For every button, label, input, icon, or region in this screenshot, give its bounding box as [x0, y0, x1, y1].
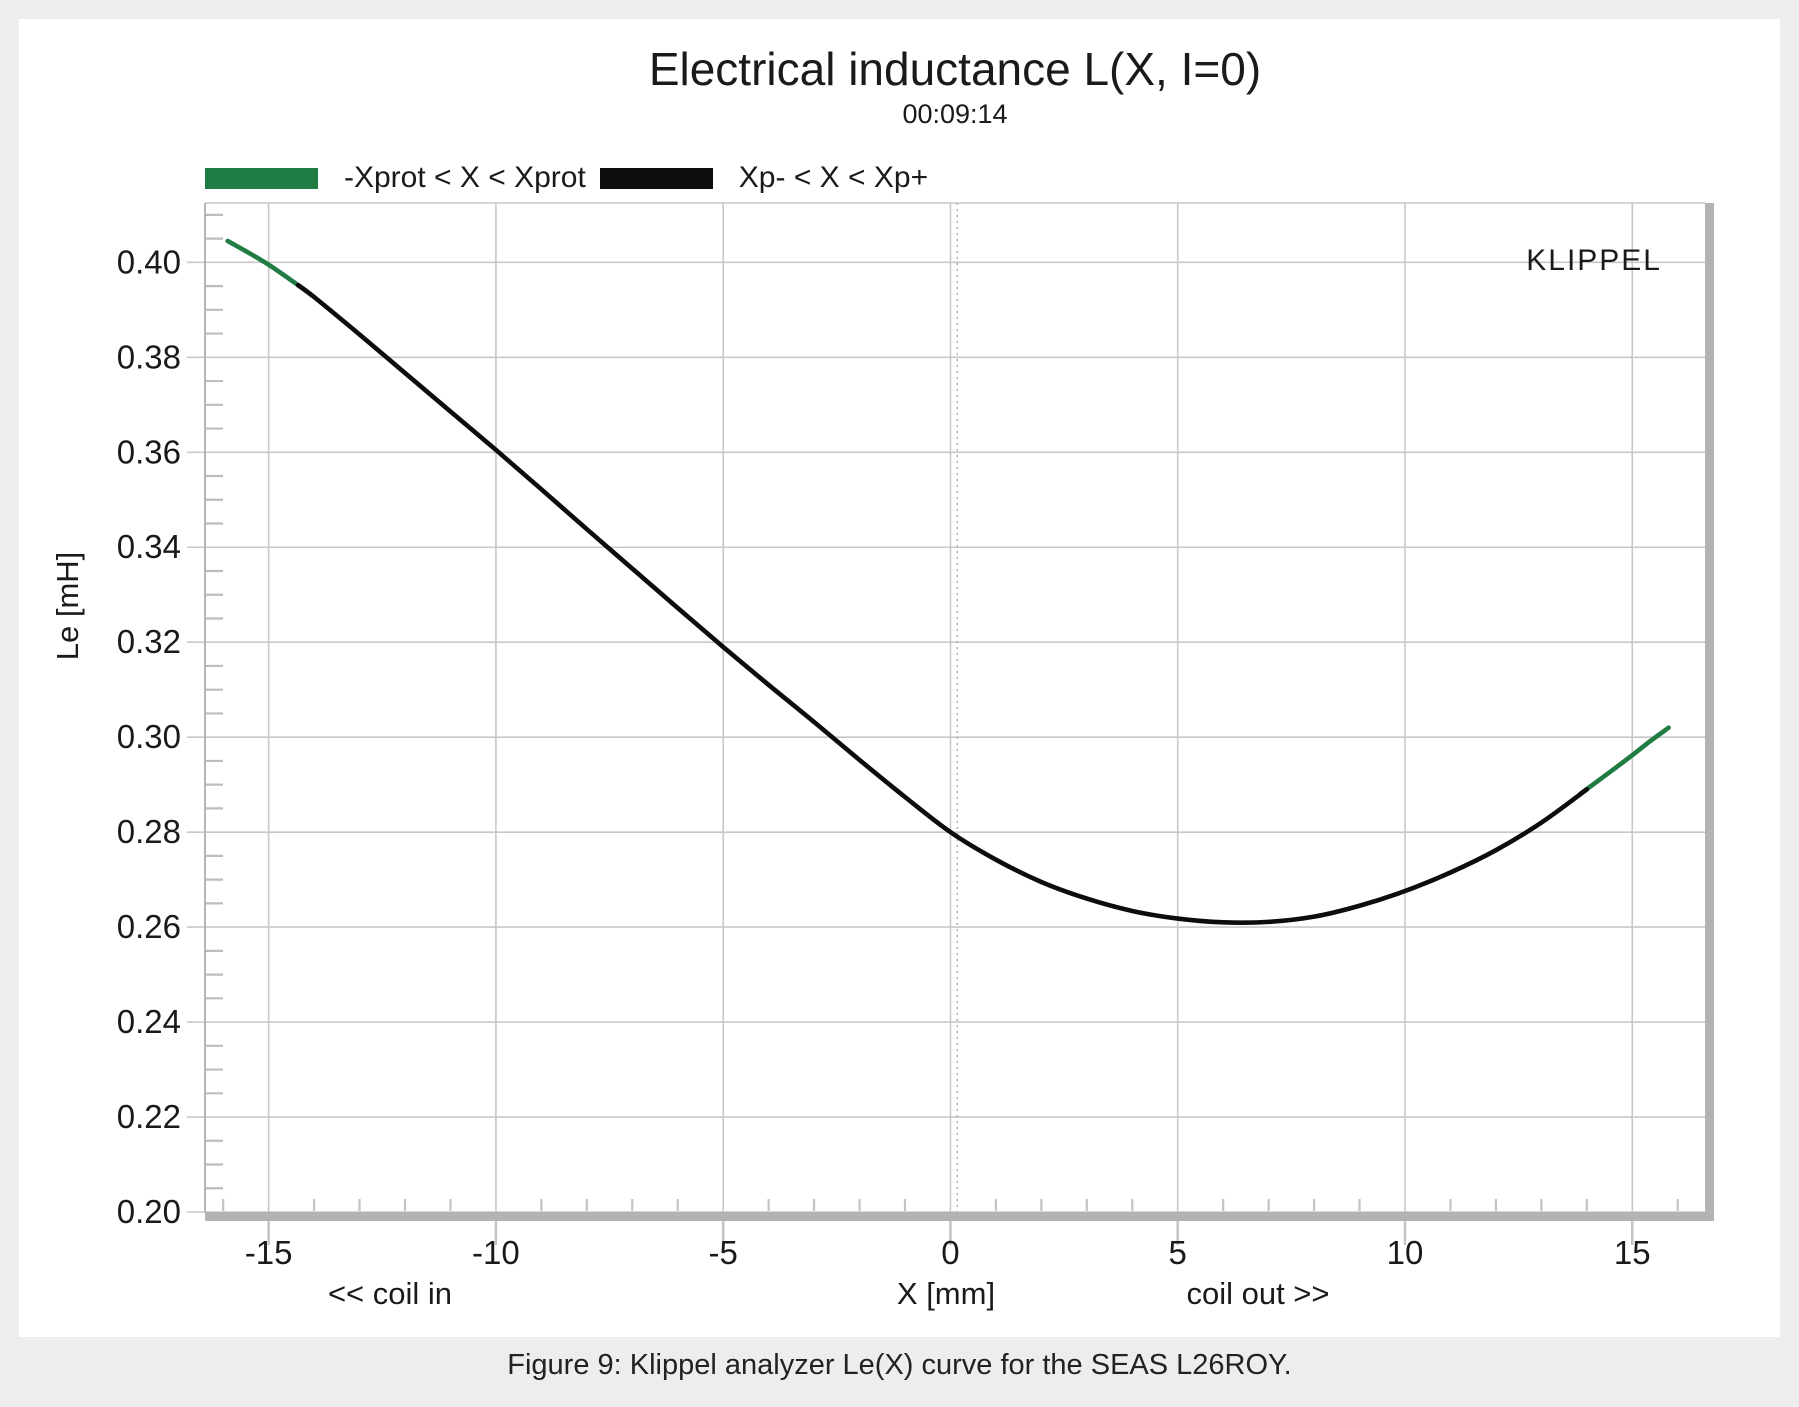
klippel-watermark: KLIPPEL — [1526, 244, 1662, 277]
y-tick-label: 0.24 — [117, 1003, 181, 1040]
x-tick-label: -5 — [709, 1234, 738, 1271]
y-tick-label: 0.34 — [117, 528, 181, 565]
x-sublabel-coil-out: coil out >> — [1186, 1276, 1329, 1311]
x-tick-label: 10 — [1387, 1234, 1424, 1271]
legend-label-xp: Xp- < X < Xp+ — [738, 161, 929, 194]
y-tick-label: 0.32 — [117, 623, 181, 660]
legend-swatch-black-icon — [599, 167, 713, 189]
x-tick-label: -15 — [245, 1234, 293, 1271]
x-sublabel-coil-in: << coil in — [328, 1276, 452, 1311]
x-tick-label: -10 — [472, 1234, 520, 1271]
x-axis-label: X [mm] — [897, 1276, 995, 1311]
y-tick-label: 0.26 — [117, 908, 181, 945]
x-tick-label: 15 — [1614, 1234, 1651, 1271]
y-tick-label: 0.40 — [117, 243, 181, 280]
legend-swatch-green-icon — [205, 167, 318, 189]
figure-caption: Figure 9: Klippel analyzer Le(X) curve f… — [507, 1349, 1292, 1381]
chart-legend: -Xprot < X < Xprot Xp- < X < Xp+ — [205, 161, 928, 195]
right-axis-bar — [1705, 203, 1714, 1221]
y-tick-label: 0.20 — [117, 1193, 181, 1230]
y-tick-label: 0.30 — [117, 718, 181, 755]
x-axis-bar — [205, 1212, 1714, 1221]
chart-timestamp: 00:09:14 — [902, 99, 1008, 129]
y-tick-label: 0.36 — [117, 433, 181, 470]
x-tick-label: 0 — [941, 1234, 959, 1271]
y-tick-label: 0.22 — [117, 1098, 181, 1135]
x-tick-label: 5 — [1169, 1234, 1187, 1271]
curve-segment-xprot — [1577, 725, 1671, 797]
legend-label-xprot: -Xprot < X < Xprot — [344, 161, 586, 194]
y-tick-label: 0.38 — [117, 338, 181, 375]
y-axis-label: Le [mH] — [50, 552, 85, 661]
curve-segment-xp — [295, 282, 1590, 926]
y-tick-label: 0.28 — [117, 813, 181, 850]
chart-title: Electrical inductance L(X, I=0) — [648, 43, 1262, 95]
